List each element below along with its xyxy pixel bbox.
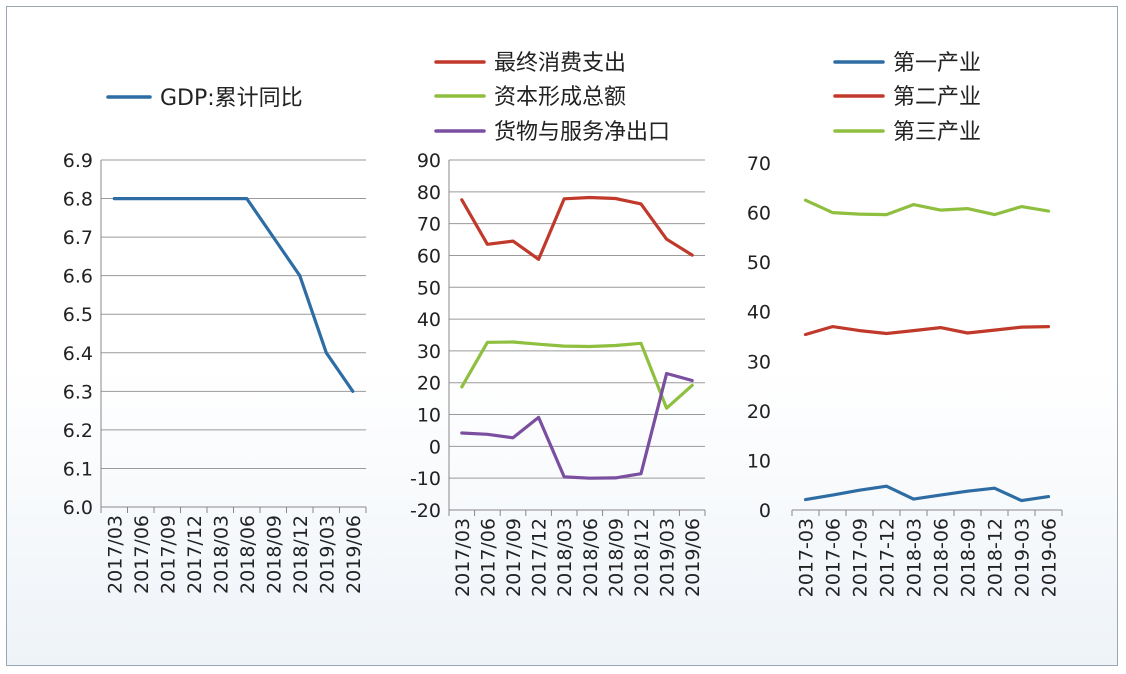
y-tick-label: 6.3 [63, 381, 93, 403]
legend-label: 第三产业 [893, 120, 981, 145]
x-tick-label: 2017/09 [157, 515, 179, 594]
x-tick-label: 2017/12 [529, 518, 551, 597]
legend-label: 货物与服务净出口 [494, 120, 670, 145]
y-tick-label: 30 [417, 341, 441, 363]
y-tick-label: 6.6 [63, 266, 93, 288]
x-tick-label: 2018/09 [263, 515, 285, 594]
legend-label: 第一产业 [893, 51, 981, 76]
y-tick-label: 6.8 [63, 189, 93, 211]
x-tick-label: 2017/06 [131, 515, 153, 594]
y-tick-label: 80 [417, 182, 441, 204]
y-tick-label: 90 [417, 150, 441, 172]
y-tick-label: 6.4 [63, 343, 93, 365]
x-tick-label: 2019/06 [343, 515, 365, 594]
x-tick-label: 2019-03 [1012, 518, 1034, 597]
y-tick-label: 40 [417, 309, 441, 331]
legend-label: 资本形成总额 [494, 85, 626, 110]
x-tick-label: 2017-03 [796, 518, 818, 597]
chart-frame [6, 6, 1118, 666]
x-tick-label: 2017-09 [850, 518, 872, 597]
x-tick-label: 2019-06 [1039, 518, 1061, 597]
series-line [803, 484, 1051, 503]
y-tick-label: 70 [417, 214, 441, 236]
y-tick-label: 60 [417, 245, 441, 267]
y-tick-label: 20 [747, 401, 771, 423]
x-tick-label: 2017/09 [503, 518, 525, 597]
x-tick-label: 2018/03 [554, 518, 576, 597]
x-tick-label: 2018-09 [958, 518, 980, 597]
y-tick-label: 6.7 [63, 227, 93, 249]
y-tick-label: 6.9 [63, 150, 93, 172]
x-tick-label: 2018-06 [931, 518, 953, 597]
y-tick-label: -10 [410, 468, 441, 490]
series-line [460, 195, 694, 261]
y-tick-label: 20 [417, 373, 441, 395]
y-tick-label: 10 [747, 450, 771, 472]
y-tick-label: 10 [417, 405, 441, 427]
chart-3: 70 60 50 40 30 20 10 0 2017-03 2017-06 2017-09 2017… [747, 51, 1063, 597]
x-tick-label: 2019/06 [682, 518, 704, 597]
legend-label: 第二产业 [893, 85, 981, 110]
y-tick-label: 0 [429, 436, 441, 458]
series-line [460, 340, 694, 410]
y-tick-label: 40 [747, 302, 771, 324]
x-tick-label: 2017-12 [877, 518, 899, 597]
y-tick-label: -20 [410, 500, 441, 522]
x-tick-label: 2017/03 [452, 518, 474, 597]
x-tick-label: 2018/12 [631, 518, 653, 597]
y-tick-label: 50 [747, 252, 771, 274]
y-tick-label: 70 [747, 153, 771, 175]
y-tick-label: 6.5 [63, 304, 93, 326]
y-tick-label: 6.1 [63, 458, 93, 480]
y-tick-label: 50 [417, 277, 441, 299]
x-tick-label: 2018-03 [904, 518, 926, 597]
series-line [803, 198, 1051, 217]
series-line [803, 325, 1051, 337]
y-tick-label: 30 [747, 351, 771, 373]
series-line [460, 371, 694, 480]
x-tick-label: 2018/12 [290, 515, 312, 594]
x-tick-label: 2017/06 [477, 518, 499, 597]
x-tick-label: 2018/09 [605, 518, 627, 597]
x-tick-label: 2018/06 [237, 515, 259, 594]
series-line [112, 197, 355, 393]
x-tick-label: 2018/03 [210, 515, 232, 594]
x-tick-label: 2017/03 [104, 515, 126, 594]
y-tick-label: 6.0 [63, 497, 93, 519]
x-tick-label: 2019/03 [316, 515, 338, 594]
legend-label: GDP:累计同比 [160, 86, 303, 111]
y-tick-label: 0 [759, 500, 771, 522]
y-tick-label: 60 [747, 203, 771, 225]
legend-label: 最终消费支出 [494, 51, 626, 76]
x-tick-label: 2018-12 [985, 518, 1007, 597]
x-tick-label: 2018/06 [580, 518, 602, 597]
x-tick-label: 2017-06 [823, 518, 845, 597]
y-tick-label: 6.2 [63, 420, 93, 442]
x-tick-label: 2019/03 [657, 518, 679, 597]
x-tick-label: 2017/12 [184, 515, 206, 594]
